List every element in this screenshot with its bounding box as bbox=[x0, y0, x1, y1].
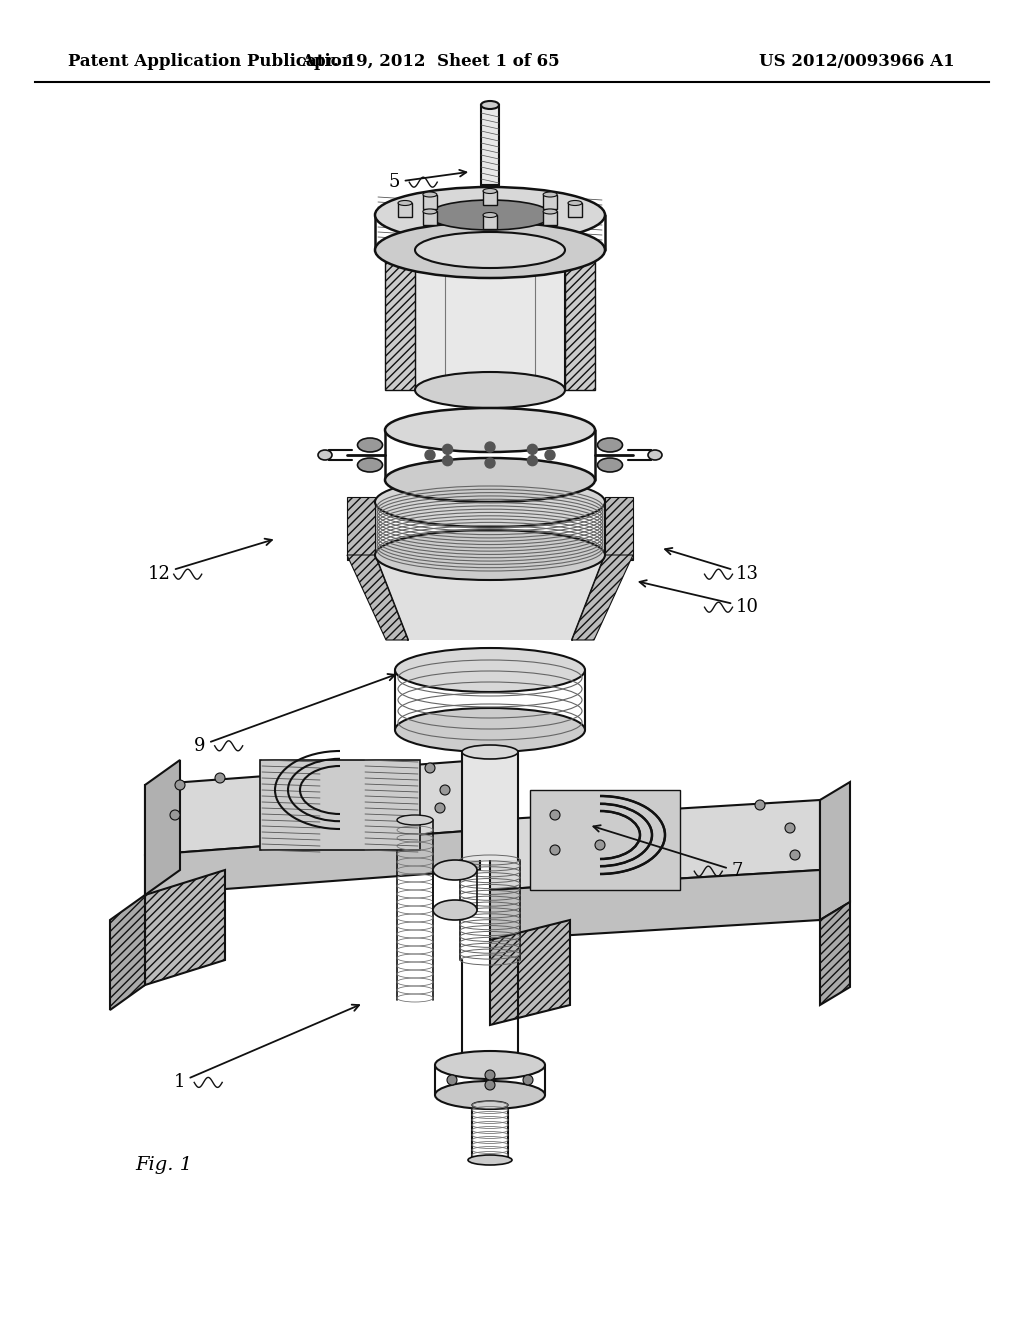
Text: Fig. 1: Fig. 1 bbox=[135, 1156, 193, 1173]
Circle shape bbox=[442, 445, 453, 454]
Polygon shape bbox=[415, 249, 565, 389]
Ellipse shape bbox=[357, 438, 383, 451]
Ellipse shape bbox=[481, 102, 499, 110]
Text: 10: 10 bbox=[640, 581, 759, 616]
Ellipse shape bbox=[415, 232, 565, 268]
Ellipse shape bbox=[423, 191, 437, 197]
Polygon shape bbox=[145, 760, 480, 855]
Polygon shape bbox=[543, 194, 557, 209]
Ellipse shape bbox=[543, 209, 557, 214]
Ellipse shape bbox=[472, 1101, 508, 1109]
Circle shape bbox=[447, 1074, 457, 1085]
Circle shape bbox=[785, 822, 795, 833]
Ellipse shape bbox=[483, 189, 497, 194]
Polygon shape bbox=[543, 211, 557, 226]
Ellipse shape bbox=[648, 450, 662, 459]
Polygon shape bbox=[820, 781, 850, 920]
Text: US 2012/0093966 A1: US 2012/0093966 A1 bbox=[760, 54, 955, 70]
Ellipse shape bbox=[385, 458, 595, 502]
Ellipse shape bbox=[318, 450, 332, 459]
Ellipse shape bbox=[568, 201, 582, 206]
Circle shape bbox=[755, 800, 765, 810]
Polygon shape bbox=[145, 830, 480, 895]
Circle shape bbox=[485, 458, 495, 469]
Polygon shape bbox=[347, 554, 408, 640]
Polygon shape bbox=[820, 902, 850, 1005]
Polygon shape bbox=[110, 895, 145, 1010]
Ellipse shape bbox=[375, 477, 605, 527]
Polygon shape bbox=[565, 249, 595, 389]
Polygon shape bbox=[347, 498, 375, 560]
Polygon shape bbox=[572, 554, 633, 640]
Circle shape bbox=[170, 810, 180, 820]
Ellipse shape bbox=[395, 708, 585, 752]
Circle shape bbox=[485, 442, 495, 451]
Circle shape bbox=[545, 450, 555, 459]
Polygon shape bbox=[375, 554, 605, 640]
Polygon shape bbox=[462, 752, 518, 861]
Ellipse shape bbox=[385, 408, 595, 451]
Circle shape bbox=[595, 840, 605, 850]
Circle shape bbox=[442, 455, 453, 466]
Polygon shape bbox=[490, 920, 570, 1026]
Text: Patent Application Publication: Patent Application Publication bbox=[68, 54, 354, 70]
Circle shape bbox=[485, 1071, 495, 1080]
Ellipse shape bbox=[597, 458, 623, 473]
Text: 5: 5 bbox=[388, 170, 466, 191]
Ellipse shape bbox=[375, 187, 605, 243]
Polygon shape bbox=[530, 789, 680, 890]
Ellipse shape bbox=[483, 213, 497, 218]
Polygon shape bbox=[568, 203, 582, 216]
Ellipse shape bbox=[597, 438, 623, 451]
Ellipse shape bbox=[462, 744, 518, 759]
Polygon shape bbox=[145, 760, 180, 895]
Text: Apr. 19, 2012  Sheet 1 of 65: Apr. 19, 2012 Sheet 1 of 65 bbox=[301, 54, 559, 70]
Ellipse shape bbox=[468, 1155, 512, 1166]
Text: 9: 9 bbox=[194, 675, 395, 755]
Polygon shape bbox=[145, 870, 225, 985]
Ellipse shape bbox=[375, 222, 605, 279]
Circle shape bbox=[550, 845, 560, 855]
Text: 7: 7 bbox=[593, 825, 743, 880]
Circle shape bbox=[440, 785, 450, 795]
Ellipse shape bbox=[433, 861, 477, 880]
Ellipse shape bbox=[428, 201, 552, 230]
Ellipse shape bbox=[423, 209, 437, 214]
Polygon shape bbox=[385, 249, 415, 389]
Circle shape bbox=[527, 455, 538, 466]
Polygon shape bbox=[490, 870, 820, 940]
Polygon shape bbox=[490, 800, 820, 890]
Circle shape bbox=[425, 763, 435, 774]
Circle shape bbox=[550, 810, 560, 820]
Circle shape bbox=[485, 1080, 495, 1090]
Text: 13: 13 bbox=[665, 548, 759, 583]
Ellipse shape bbox=[397, 814, 433, 825]
Ellipse shape bbox=[543, 191, 557, 197]
Ellipse shape bbox=[395, 648, 585, 692]
Ellipse shape bbox=[435, 1051, 545, 1078]
Circle shape bbox=[175, 780, 185, 789]
Ellipse shape bbox=[433, 900, 477, 920]
Polygon shape bbox=[605, 498, 633, 560]
Circle shape bbox=[527, 445, 538, 454]
Ellipse shape bbox=[375, 531, 605, 579]
Polygon shape bbox=[483, 191, 497, 205]
Text: 12: 12 bbox=[147, 539, 272, 583]
Circle shape bbox=[425, 450, 435, 459]
Polygon shape bbox=[423, 194, 437, 209]
Polygon shape bbox=[260, 760, 420, 850]
Circle shape bbox=[523, 1074, 534, 1085]
Polygon shape bbox=[398, 203, 412, 216]
Ellipse shape bbox=[357, 458, 383, 473]
Text: 1: 1 bbox=[173, 1005, 359, 1092]
Ellipse shape bbox=[415, 372, 565, 408]
Polygon shape bbox=[481, 106, 499, 185]
Circle shape bbox=[790, 850, 800, 861]
Polygon shape bbox=[423, 211, 437, 226]
Circle shape bbox=[435, 803, 445, 813]
Ellipse shape bbox=[398, 201, 412, 206]
Polygon shape bbox=[483, 215, 497, 228]
Ellipse shape bbox=[435, 1081, 545, 1109]
Circle shape bbox=[215, 774, 225, 783]
